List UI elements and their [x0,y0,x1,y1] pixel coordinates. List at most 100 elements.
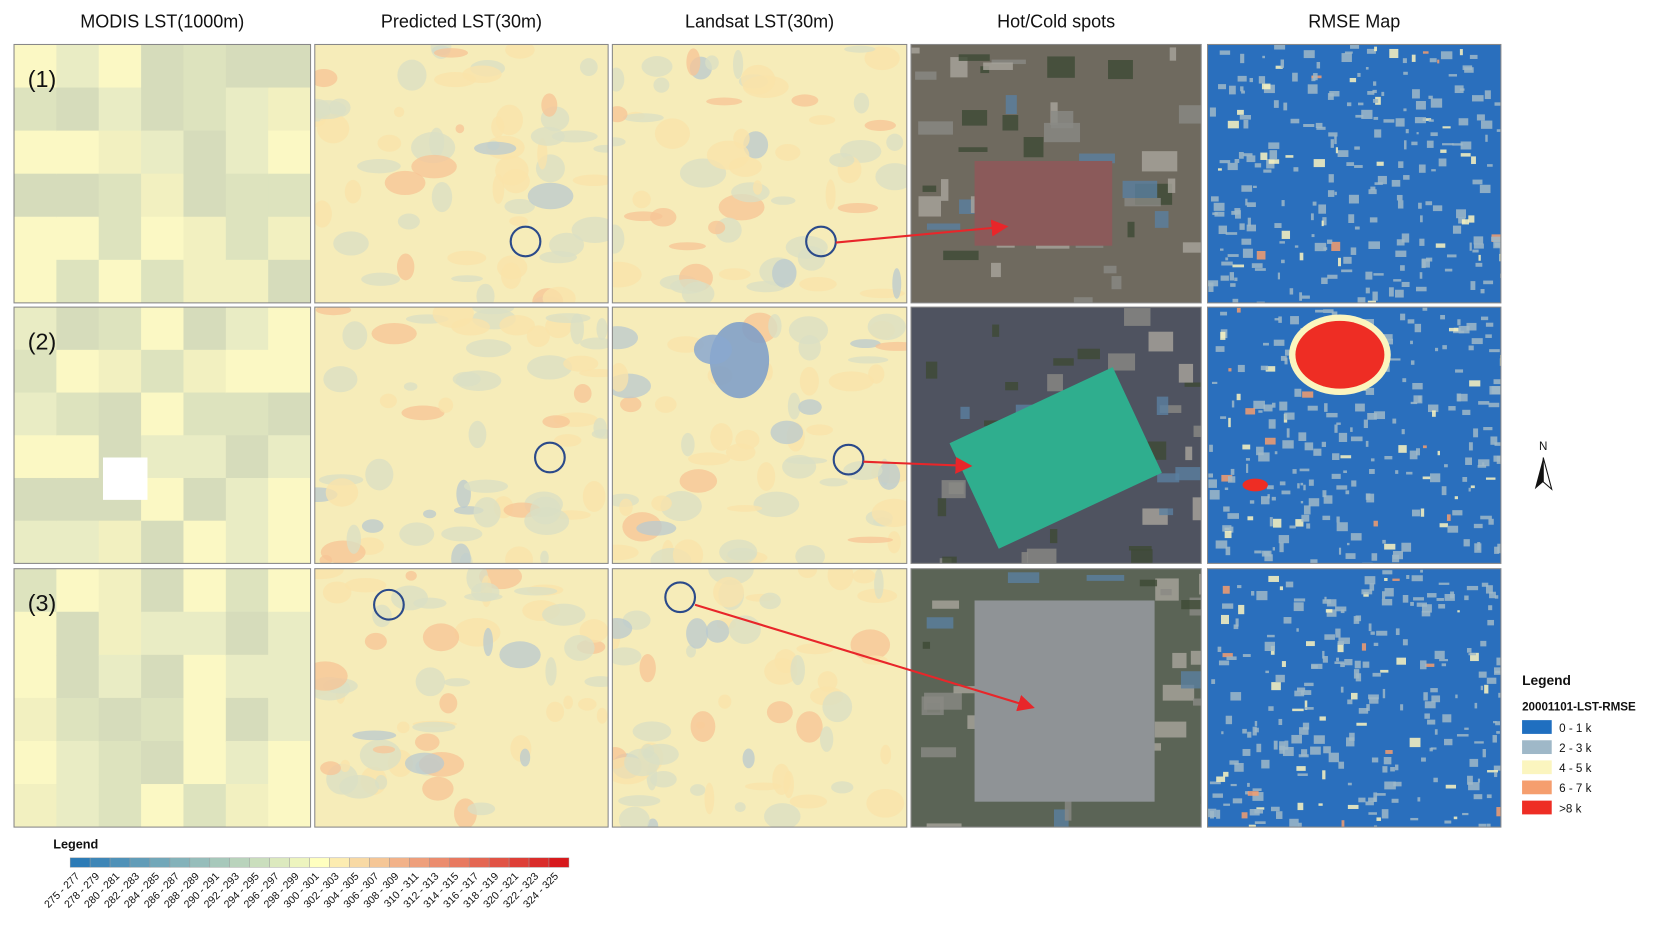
texture [1395,118,1405,127]
texture [1289,288,1294,295]
texture [1249,500,1255,504]
texture [1402,58,1407,64]
texture [438,397,454,413]
texture [346,524,362,554]
annotations: N [373,219,1553,712]
texture [1237,364,1245,373]
texture [1496,129,1501,132]
texture [1281,490,1291,495]
texture [1413,597,1424,601]
texture [1380,669,1389,673]
texture [1406,575,1410,579]
texture [1313,735,1325,744]
texture [1246,463,1249,473]
texture [451,275,483,283]
texture [1373,273,1384,276]
texture [1239,115,1251,120]
pixel [102,457,148,500]
texture [1411,141,1418,146]
texture [782,454,817,479]
pixel [268,216,311,261]
pixel [225,44,270,89]
texture [1435,347,1439,352]
texture [1402,378,1407,383]
texture [1245,458,1250,461]
texture [542,286,576,303]
texture [819,726,834,752]
texture [1279,586,1284,591]
texture [1334,661,1345,664]
texture [463,479,509,493]
texture [491,116,505,138]
texture [1278,316,1282,323]
texture [1414,117,1426,124]
texture [960,406,970,419]
texture [1234,159,1240,164]
texture [1478,671,1487,678]
texture [1301,514,1310,522]
texture [1368,623,1372,632]
texture [1251,263,1263,268]
texture [922,641,931,649]
texture [1468,653,1477,656]
texture [612,137,626,147]
texture [1484,684,1489,694]
texture [1384,543,1396,550]
texture [926,223,961,230]
texture [1220,275,1229,281]
panel-border [1207,306,1502,564]
texture [1420,508,1425,517]
texture [593,417,607,438]
texture [1238,151,1244,159]
texture [1456,209,1467,219]
texture [1265,366,1276,372]
texture [799,276,837,292]
texture [1365,440,1369,447]
texture [1268,159,1280,164]
texture [1219,248,1224,251]
texture [1382,766,1388,773]
arrow [863,456,973,474]
pixel [141,654,185,699]
texture [1227,120,1239,129]
texture [1311,234,1315,238]
texture [1281,661,1286,667]
texture [1341,820,1345,828]
texture [1290,118,1300,124]
texture [1218,225,1228,235]
texture [1473,794,1483,800]
building-roof [974,160,1113,246]
texture [1350,533,1362,541]
texture [1383,757,1392,765]
texture [1452,510,1463,516]
texture [1381,91,1385,97]
texture [961,110,988,126]
texture [509,216,529,227]
texture [1280,355,1287,361]
texture [1395,470,1399,474]
texture [1493,240,1501,249]
texture [505,44,535,59]
texture [1156,396,1169,416]
texture [527,355,573,380]
texture [1376,630,1388,636]
texture [1108,60,1133,80]
texture [1412,89,1420,99]
texture [1002,115,1019,131]
texture [1323,746,1331,754]
map-panel [910,568,1202,828]
pixel [183,216,227,261]
texture [467,802,496,816]
texture [1382,570,1393,575]
texture [1368,241,1380,249]
pixel [141,435,185,480]
pixel [141,216,185,261]
texture [922,185,937,192]
pixel [183,87,227,132]
texture [320,761,341,776]
texture [1474,702,1478,709]
texture [397,213,420,230]
texture [1323,495,1333,504]
texture [1489,349,1500,353]
pixel [183,349,227,394]
